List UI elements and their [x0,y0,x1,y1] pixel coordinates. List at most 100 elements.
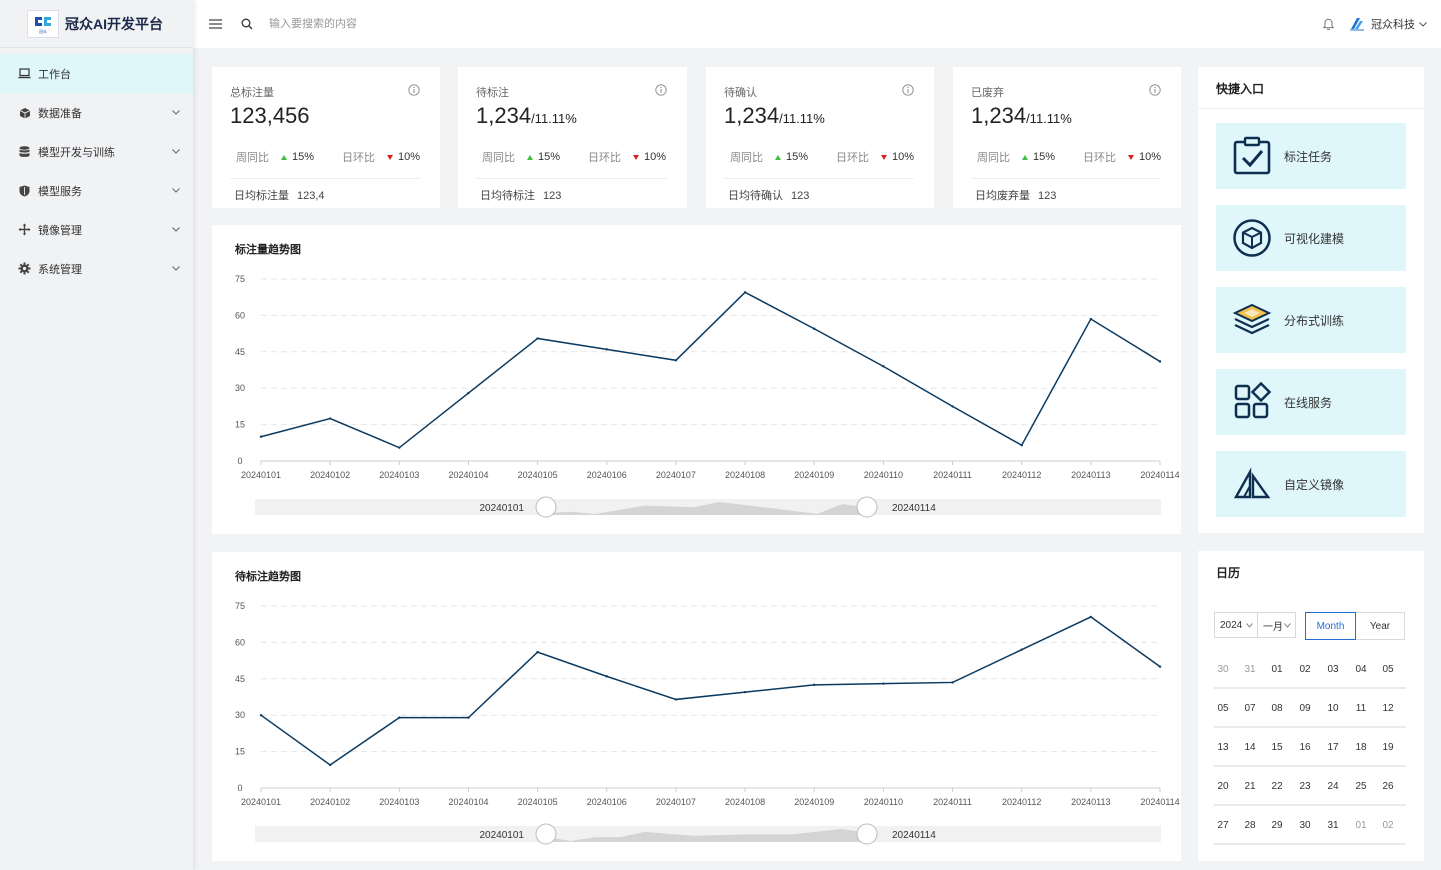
logo-area[interactable]: 冠众 冠众AI开发平台 [0,0,193,48]
x-tick-label: 20240108 [725,797,765,807]
data-point [882,365,885,368]
calendar-day[interactable]: 11 [1355,703,1367,714]
calendar-day[interactable]: 04 [1355,664,1367,675]
x-tick-label: 20240111 [933,797,972,807]
zoom-handle-start[interactable] [535,823,557,845]
sidebar-item-model-dev[interactable]: 模型开发与训练 [0,132,193,171]
gear-icon [18,262,31,275]
avatar[interactable] [1349,17,1365,31]
calendar-day[interactable]: 26 [1382,781,1394,792]
calendar-day[interactable]: 23 [1299,781,1311,792]
quick-entry-annotation-task[interactable]: 标注任务 [1216,123,1406,189]
sidebar-item-model-service[interactable]: 模型服务 [0,171,193,210]
calendar-day[interactable]: 13 [1217,742,1229,753]
data-point [605,348,608,351]
data-point [743,291,747,294]
quick-entry-online-service[interactable]: 在线服务 [1216,369,1406,435]
calendar-day[interactable]: 30 [1299,820,1311,831]
quick-entry-label: 自定义镜像 [1284,477,1345,492]
calendar-day[interactable]: 27 [1217,820,1229,831]
chevron-down-icon[interactable] [1419,21,1427,27]
calendar-day[interactable]: 17 [1327,742,1339,753]
zoom-preview-area [546,829,867,842]
calendar-day[interactable]: 12 [1382,703,1394,714]
calendar-day[interactable]: 28 [1244,820,1256,831]
calendar-day[interactable]: 20 [1217,781,1229,792]
calendar-day[interactable]: 01 [1355,820,1367,831]
info-icon[interactable] [408,84,420,96]
sidebar-item-system-mgmt[interactable]: 系统管理 [0,249,193,288]
calendar-day[interactable]: 05 [1217,703,1229,714]
calendar-day[interactable]: 29 [1271,820,1283,831]
zoom-handle-end[interactable] [856,823,878,845]
search-icon[interactable] [241,17,255,31]
calendar-day[interactable]: 14 [1244,742,1256,753]
quick-entry-visual-modeling[interactable]: 可视化建模 [1216,205,1406,271]
info-icon[interactable] [655,84,667,96]
year-mode-button[interactable]: Year [1355,612,1405,640]
calendar-day[interactable]: 31 [1327,820,1339,831]
stat-value: 123,456 [230,103,310,128]
calendar-day[interactable]: 10 [1327,703,1339,714]
user-name[interactable]: 冠众科技 [1371,19,1415,31]
calendar-day[interactable]: 02 [1299,664,1311,675]
trend-up-icon [527,154,533,160]
search-input[interactable] [269,18,569,30]
calendar-day[interactable]: 08 [1271,703,1283,714]
y-tick-label: 75 [235,274,245,284]
calendar-day[interactable]: 30 [1217,664,1229,675]
x-tick-label: 20240102 [310,470,350,480]
calendar-day[interactable]: 16 [1299,742,1311,753]
calendar-day[interactable]: 02 [1382,820,1394,831]
calendar-day[interactable]: 15 [1271,742,1283,753]
calendar-day[interactable]: 22 [1271,781,1283,792]
info-icon[interactable] [1149,84,1161,96]
x-tick-label: 20240104 [448,797,488,807]
divider [971,178,1161,179]
calendar-day[interactable]: 07 [1244,703,1256,714]
stat-title: 待确认 [724,87,757,99]
x-tick-label: 20240107 [656,797,696,807]
header-right: 冠众科技 [1322,0,1427,48]
calendar-day[interactable]: 25 [1355,781,1367,792]
data-point [398,716,401,719]
y-tick-label: 30 [235,383,245,393]
calendar-day[interactable]: 01 [1271,664,1283,675]
sidebar-item-image-mgmt[interactable]: 镜像管理 [0,210,193,249]
zoom-handle-start[interactable] [535,496,557,518]
trend-down-icon [881,154,888,160]
calendar-day[interactable]: 19 [1382,742,1394,753]
divider [724,178,914,179]
sidebar-item-data-prep[interactable]: 数据准备 [0,93,193,132]
x-tick-label: 20240112 [1002,797,1041,807]
y-tick-label: 0 [237,783,242,793]
quick-entry-custom-image[interactable]: 自定义镜像 [1216,451,1406,517]
month-select[interactable]: 一月 [1257,612,1296,638]
calendar-day[interactable]: 31 [1244,664,1256,675]
quick-entry-distributed-training[interactable]: 分布式训练 [1216,287,1406,353]
data-point [1020,444,1023,447]
calendar-day[interactable]: 18 [1355,742,1367,753]
calendar-day[interactable]: 24 [1327,781,1339,792]
menu-toggle-icon[interactable] [209,17,223,31]
zoom-handle-end[interactable] [856,496,878,518]
stat-value: 1,234/11.11% [971,103,1072,128]
year-select[interactable]: 2024 [1214,612,1258,638]
info-icon[interactable] [902,84,914,96]
month-mode-button[interactable]: Month [1305,612,1356,640]
calendar-day[interactable]: 03 [1327,664,1339,675]
calendar-day[interactable]: 09 [1299,703,1311,714]
calendar-row-divider [1214,804,1406,806]
calendar-day[interactable]: 21 [1244,781,1256,792]
calendar-day[interactable]: 05 [1382,664,1394,675]
trend-down-icon [387,154,394,160]
bell-icon[interactable] [1322,18,1335,31]
chevron-down-icon [1246,620,1253,631]
data-point [398,446,401,449]
y-tick-label: 15 [235,747,245,757]
sidebar-item-workbench[interactable]: 工作台 [0,54,193,93]
chevron-down-icon [171,225,181,235]
panel-title: 快捷入口 [1216,82,1265,96]
data-point [536,650,539,654]
y-tick-label: 0 [237,456,242,466]
